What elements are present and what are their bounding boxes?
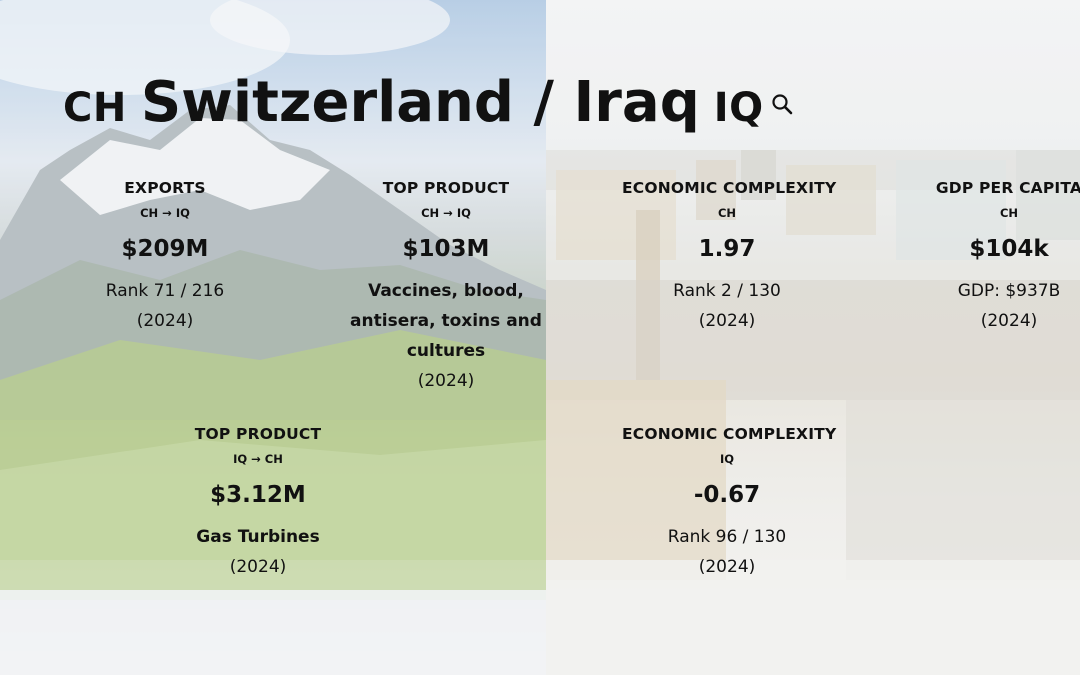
stat-rank: Rank 96 / 130 [667,527,787,547]
stat-value: -0.67 [693,482,761,508]
stat-top-product-iq-ch: TOP PRODUCT IQ → CH $3.12M Gas Turbines … [153,424,363,582]
stat-value: $103M [402,236,490,262]
stat-value: 1.97 [698,236,756,262]
stat-year: (2024) [698,311,756,331]
stat-label: TOP PRODUCT [194,425,322,443]
search-icon[interactable] [770,92,794,116]
background-iraq [546,0,1080,675]
stat-top-product-ch-iq: TOP PRODUCT CH → IQ $103M Vaccines, bloo… [346,178,546,396]
stat-year: (2024) [136,311,194,331]
stat-value: $104k [969,236,1049,262]
stat-label: GDP PER CAPITA [935,179,1080,197]
stat-complexity-iq: ECONOMIC COMPLEXITY IQ -0.67 Rank 96 / 1… [622,424,837,582]
stat-direction: IQ → CH [233,452,283,466]
stat-value: $209M [121,236,209,262]
stat-label: TOP PRODUCT [382,179,510,197]
stat-country: CH [999,206,1019,220]
page-title: CH Switzerland / Iraq IQ [63,70,764,140]
stat-direction: CH → IQ [421,206,471,220]
stat-country: CH [717,206,737,220]
stat-gdp-ch: GDP PER CAPITA CH $104k GDP: $937B (2024… [909,178,1080,336]
stat-complexity-ch: ECONOMIC COMPLEXITY CH 1.97 Rank 2 / 130… [622,178,837,336]
stat-year: (2024) [229,557,287,577]
stat-label: ECONOMIC COMPLEXITY [622,425,837,443]
title-text: Switzerland / Iraq [140,70,700,135]
stat-year: (2024) [698,557,756,577]
stat-label: ECONOMIC COMPLEXITY [622,179,837,197]
stat-year: (2024) [980,311,1038,331]
stat-product-name[interactable]: Vaccines, blood, antisera, toxins and cu… [350,281,542,361]
stat-value: $3.12M [210,482,306,508]
right-country-code: IQ [713,85,764,131]
background-switzerland [0,0,546,675]
stat-label: EXPORTS [124,179,206,197]
stat-country: IQ [719,452,735,466]
stat-product-name[interactable]: Gas Turbines [196,527,320,547]
stat-year: (2024) [417,371,475,391]
left-country-code: CH [63,85,127,131]
stat-exports: EXPORTS CH → IQ $209M Rank 71 / 216 (202… [60,178,270,336]
stat-gdp-total: GDP: $937B [957,281,1061,301]
stat-direction: CH → IQ [140,206,190,220]
stat-rank: Rank 2 / 130 [673,281,781,301]
stat-rank: Rank 71 / 216 [105,281,225,301]
